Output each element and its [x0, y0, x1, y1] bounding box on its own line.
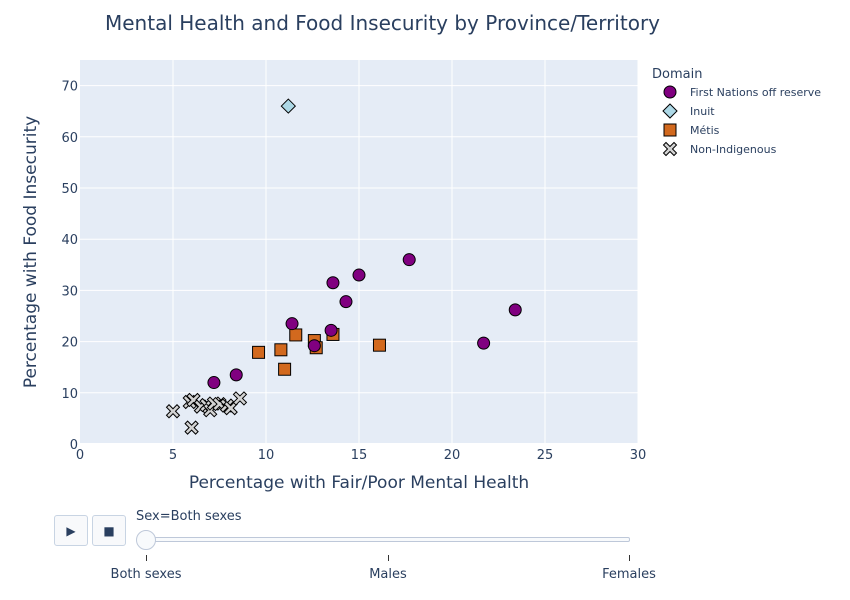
x-tick-label: 10: [258, 448, 275, 463]
y-tick-label: 60: [61, 131, 78, 146]
y-axis-ticks: 0 10 20 30 40 50 60 70: [61, 80, 78, 453]
legend-entry-label: First Nations off reserve: [690, 86, 821, 99]
slider-step-tick: [388, 555, 389, 561]
x-axis-title: Percentage with Fair/Poor Mental Health: [189, 473, 529, 493]
y-tick-label: 40: [61, 233, 78, 248]
data-point: [307, 339, 321, 353]
slider-handle[interactable]: [136, 530, 156, 550]
legend-title: Domain: [652, 67, 702, 82]
data-point: [372, 338, 386, 352]
slider-step-label[interactable]: Males: [369, 567, 407, 582]
y-tick-label: 20: [61, 336, 78, 351]
y-axis-title: Percentage with Food Insecurity: [21, 116, 41, 388]
x-tick-label: 30: [630, 448, 647, 463]
legend: Domain First Nations off reserve Inuit Mét…: [652, 67, 821, 157]
slider-step-tick: [146, 555, 147, 561]
data-point: [324, 323, 338, 337]
data-point: [477, 336, 491, 350]
x-tick-label: 15: [351, 448, 368, 463]
x-tick-label: 5: [169, 448, 177, 463]
data-point: [280, 98, 297, 114]
x-tick-label: 20: [444, 448, 461, 463]
data-point: [229, 368, 243, 382]
slider-step-label[interactable]: Females: [602, 567, 656, 582]
stop-button[interactable]: ■: [92, 515, 126, 546]
slider-rail[interactable]: [146, 537, 630, 542]
data-point: [352, 268, 366, 282]
data-point: [326, 276, 340, 290]
data-point: [508, 303, 522, 317]
slider-step-tick: [629, 555, 630, 561]
data-point: [274, 343, 288, 357]
x-tick-label: 0: [76, 448, 84, 463]
data-point: [232, 391, 248, 406]
slider-step-label[interactable]: Both sexes: [110, 567, 182, 582]
data-point: [285, 317, 299, 331]
legend-entry-label: Inuit: [690, 105, 715, 118]
y-tick-label: 10: [61, 387, 78, 402]
y-tick-label: 70: [61, 80, 78, 95]
x-axis-ticks: 0 5 10 15 20 25 30: [76, 448, 646, 463]
chart-title: Mental Health and Food Insecurity by Pro…: [105, 11, 660, 35]
y-tick-label: 30: [61, 284, 78, 299]
data-point: [289, 328, 303, 342]
y-tick-label: 50: [61, 182, 78, 197]
y-tick-label: 0: [70, 438, 78, 453]
slider-current-value: Sex=Both sexes: [136, 509, 242, 524]
data-point: [207, 376, 221, 390]
legend-marker: [663, 85, 677, 99]
data-point: [402, 253, 416, 267]
legend-marker: [663, 123, 677, 137]
data-points: [165, 98, 522, 435]
legend-entry-label: Non-Indigenous: [690, 143, 777, 156]
data-point: [252, 345, 266, 359]
data-point: [339, 295, 353, 309]
legend-marker: [662, 103, 678, 119]
play-button[interactable]: ▶: [54, 515, 88, 546]
data-point: [278, 362, 292, 376]
legend-entry-label: Métis: [690, 124, 720, 137]
data-point: [184, 420, 199, 435]
gridlines: [80, 60, 639, 445]
x-tick-label: 25: [537, 448, 554, 463]
data-point: [165, 404, 181, 419]
legend-marker: [662, 141, 678, 157]
